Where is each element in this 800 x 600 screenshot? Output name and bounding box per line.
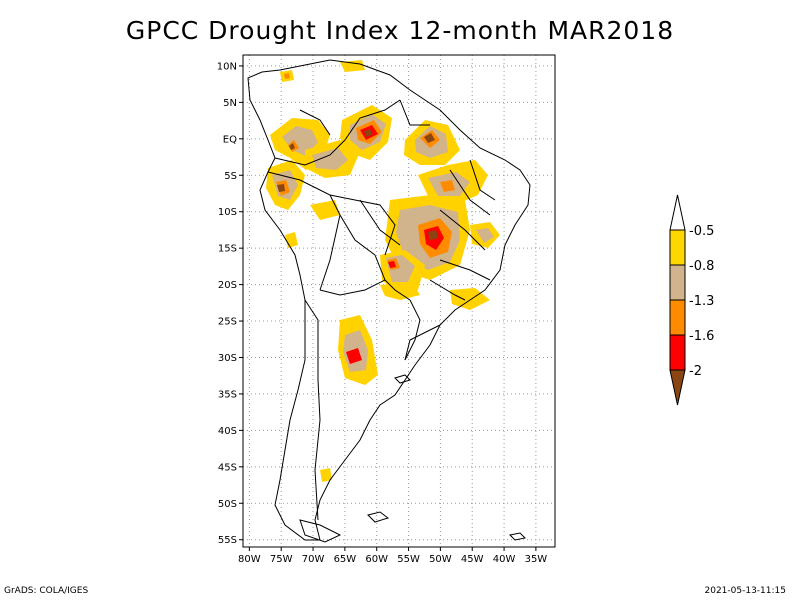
legend-label: -0.5 [689,224,714,239]
drought-region [440,180,455,192]
island-outline [299,519,342,543]
drought-region [428,230,438,240]
lat-label: 35S [218,389,237,400]
lat-label: 10N [217,61,237,72]
lon-label: 65W [334,554,357,565]
map-frame [242,54,556,548]
lat-label: 5N [223,98,237,109]
island-outline [367,511,390,523]
legend-swatch [669,299,686,336]
drought-region [346,348,362,364]
lon-label: 40W [493,554,516,565]
lat-label: 5S [224,171,237,182]
legend-label: -0.8 [689,259,714,274]
drought-region [277,184,285,192]
longitude-labels: 80W 75W 70W 65W 60W 55W 50W 45W 40W 35W [238,547,547,565]
lon-label: 80W [238,554,261,565]
lon-label: 35W [525,554,548,565]
legend-label: -1.6 [689,329,714,344]
legend-swatch [669,334,686,371]
border-line [429,279,466,301]
drought-region [388,261,396,268]
border-line [344,99,401,141]
island-outline [508,532,527,541]
legend-label: -2 [689,364,702,379]
legend-swatch [669,264,686,301]
legend-label: -1.3 [689,294,714,309]
border-line [374,254,411,301]
footer-timestamp: 2021-05-13-11:15 [704,586,787,596]
lat-label: 15S [218,244,237,255]
footer-credit: GrADS: COLA/IGES [4,586,89,596]
lon-label: 75W [270,554,293,565]
lat-label: 30S [218,353,237,364]
lon-label: 60W [365,554,388,565]
border-line [319,214,341,291]
islands [299,374,527,543]
legend-swatch [669,229,686,266]
lat-label: 20S [218,280,237,291]
border-line [329,194,396,256]
drought-region [364,129,372,137]
border-line [404,299,421,361]
south-america-outline [247,59,531,541]
border-line [399,99,430,126]
drought-region [476,228,494,243]
lon-label: 50W [429,554,452,565]
lat-label: 55S [218,535,237,546]
latitude-labels: 10N 5N EQ 5S 10S 15S 20S 25S 30S 35S 40S 45S 50S 55S [217,61,243,546]
border-line [439,259,491,281]
border-line [469,159,496,201]
island-outline [394,374,411,384]
border-line [299,109,331,136]
border-line [304,299,321,521]
drought-region [450,288,490,310]
coastline [247,59,531,541]
border-line [439,209,486,251]
map-title: GPCC Drought Index 12-month MAR2018 [125,16,675,45]
border-line [359,199,401,246]
lat-label: 40S [218,426,237,437]
border-line [449,169,491,216]
lat-label: 10S [218,207,237,218]
drought-region [320,468,332,482]
border-line [274,139,346,166]
drought-region [310,200,340,220]
border-line [319,279,386,296]
drought-region [285,232,298,248]
lon-label: 55W [397,554,420,565]
lat-label: 45S [218,462,237,473]
drought-region [424,133,435,143]
legend-arrow-top [669,194,686,231]
drought-region [284,73,290,79]
drought-region [312,148,348,170]
lat-label: 25S [218,317,237,328]
border-line [404,324,441,361]
color-legend: -0.5 -0.8 -1.3 -1.6 -2 [669,194,714,406]
lat-label: 50S [218,499,237,510]
drought-region [380,282,420,300]
lon-label: 70W [302,554,325,565]
border-line [267,171,376,256]
lon-label: 45W [461,554,484,565]
legend-arrow-bottom [669,369,686,406]
lat-label: EQ [223,134,237,145]
drought-region [340,60,365,72]
drought-shading [266,60,500,482]
drought-region [289,143,295,150]
